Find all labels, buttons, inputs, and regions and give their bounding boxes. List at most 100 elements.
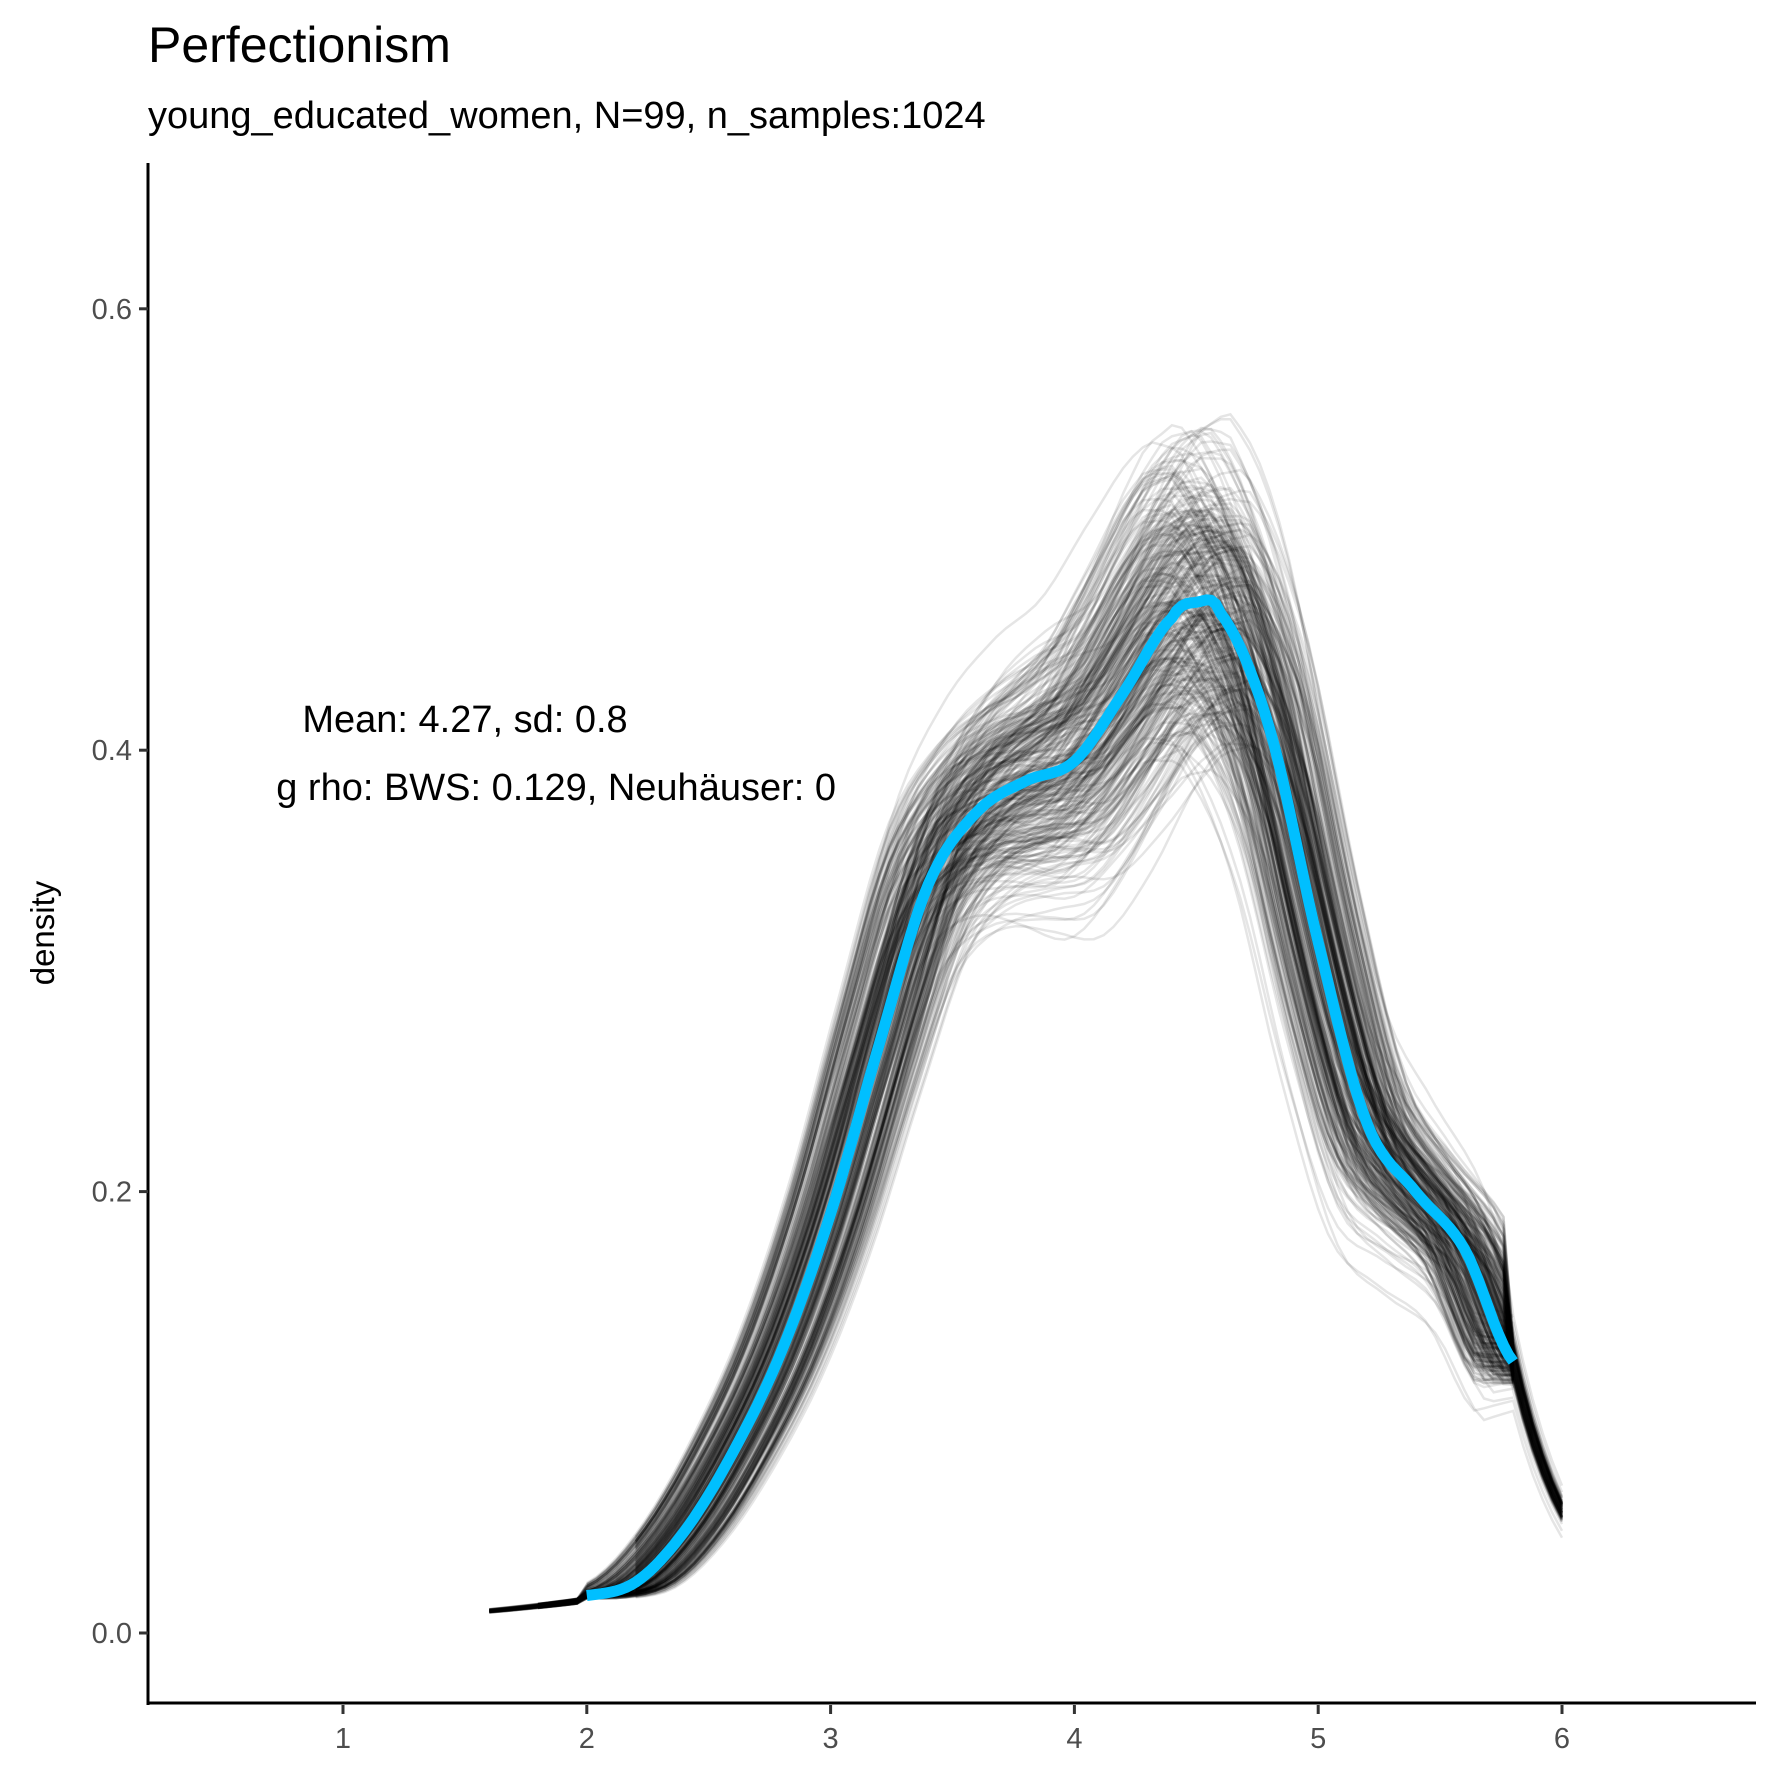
sample-curve <box>586 497 1564 1595</box>
sample-curve <box>634 649 1514 1569</box>
sample-curve <box>635 576 1564 1595</box>
sample-curve <box>634 552 1564 1573</box>
sample-curve <box>537 523 1514 1606</box>
sample-curve <box>586 688 1564 1599</box>
sample-curve <box>489 695 1564 1613</box>
sample-curve <box>635 653 1515 1594</box>
sample-curve <box>634 480 1564 1581</box>
sample-curve <box>537 529 1515 1607</box>
sample-curve <box>634 600 1514 1570</box>
sample-curve <box>489 548 1515 1612</box>
sample-curve <box>634 519 1564 1543</box>
sample-curve <box>586 537 1515 1598</box>
sample-curve <box>586 621 1515 1596</box>
y-tick-label: 0.0 <box>92 1618 132 1650</box>
sample-curve <box>489 622 1514 1614</box>
sample-curve <box>537 572 1514 1610</box>
sample-curve <box>635 468 1515 1593</box>
sample-curve <box>586 721 1514 1597</box>
sample-curve <box>634 597 1514 1569</box>
sample-curve <box>635 518 1515 1591</box>
sample-curve <box>537 575 1514 1608</box>
sample-curve <box>634 584 1514 1538</box>
y-tick-label: 0.6 <box>92 294 132 326</box>
sample-curve <box>634 604 1564 1563</box>
y-axis-label: density <box>24 880 61 985</box>
sample-curve <box>537 697 1515 1610</box>
sample-curve <box>586 579 1515 1594</box>
sample-curve <box>586 657 1564 1596</box>
sample-curve <box>537 581 1514 1609</box>
sample-curve <box>635 412 1515 1589</box>
sample-curve <box>586 531 1564 1594</box>
sample-curve <box>635 533 1564 1593</box>
sample-curve <box>634 431 1564 1579</box>
sample-curve <box>635 609 1515 1595</box>
x-tick-label: 3 <box>823 1723 839 1755</box>
sample-curve <box>489 718 1515 1614</box>
sample-curve <box>537 699 1564 1610</box>
chart-subtitle: young_educated_women, N=99, n_samples:10… <box>148 95 986 137</box>
sample-curve <box>586 672 1514 1596</box>
sample-curve <box>537 550 1564 1608</box>
sample-curve <box>537 660 1564 1606</box>
sample-curve <box>635 619 1515 1593</box>
sample-curve <box>537 629 1514 1609</box>
sample-curve <box>634 618 1564 1543</box>
sample-curve <box>489 458 1514 1612</box>
sample-curve <box>634 468 1564 1540</box>
sample-curve <box>634 572 1514 1545</box>
sample-curve <box>586 499 1564 1593</box>
sample-curve <box>586 604 1564 1594</box>
sample-curve <box>537 489 1514 1606</box>
sample-curve <box>489 758 1514 1614</box>
sample-curve <box>537 657 1514 1610</box>
sample-curve <box>586 595 1515 1599</box>
sample-curve <box>537 590 1515 1607</box>
sample-curve <box>634 677 1564 1550</box>
sample-curve <box>634 560 1514 1572</box>
annotation-mean: Mean: 4.27, sd: 0.8 <box>302 699 627 741</box>
sample-curve <box>489 558 1515 1612</box>
sample-curve <box>537 489 1515 1606</box>
sample-curve <box>489 653 1564 1614</box>
sample-curve <box>634 600 1514 1549</box>
sample-curve <box>537 427 1564 1606</box>
sample-curve <box>489 593 1564 1611</box>
sample-curve <box>537 426 1515 1606</box>
sample-curve <box>537 598 1564 1608</box>
sample-curve <box>635 688 1564 1599</box>
mean-density-line <box>586 594 1518 1601</box>
sample-curve <box>489 549 1514 1612</box>
sample-curve <box>489 609 1514 1614</box>
sample-curve <box>489 655 1514 1612</box>
sample-curve <box>489 683 1514 1614</box>
sample-curve <box>586 572 1514 1590</box>
sample-curve <box>537 596 1514 1607</box>
sample-curve <box>635 576 1564 1596</box>
sample-curve <box>586 601 1564 1596</box>
sample-curve <box>635 612 1515 1594</box>
sample-curve <box>489 446 1564 1611</box>
sample-curve <box>489 678 1514 1613</box>
sample-curve <box>537 682 1564 1608</box>
sample-curve <box>489 545 1564 1612</box>
sample-curve <box>537 599 1564 1609</box>
sample-curve <box>586 566 1514 1587</box>
sample-curve <box>537 606 1515 1608</box>
sample-curve <box>537 467 1514 1607</box>
sample-curve <box>586 532 1564 1597</box>
sample-curve <box>634 654 1515 1588</box>
sample-curve <box>634 469 1564 1551</box>
sample-curve <box>489 685 1514 1612</box>
sample-curve <box>537 684 1515 1608</box>
sample-curve <box>634 605 1514 1572</box>
sample-curve <box>489 638 1514 1612</box>
sample-curve <box>586 485 1564 1595</box>
sample-curve <box>586 607 1514 1594</box>
sample-curve <box>489 721 1564 1614</box>
sample-curve <box>586 502 1515 1596</box>
sample-curve <box>634 705 1514 1562</box>
sample-curve <box>634 532 1514 1574</box>
sample-curve <box>489 621 1514 1612</box>
